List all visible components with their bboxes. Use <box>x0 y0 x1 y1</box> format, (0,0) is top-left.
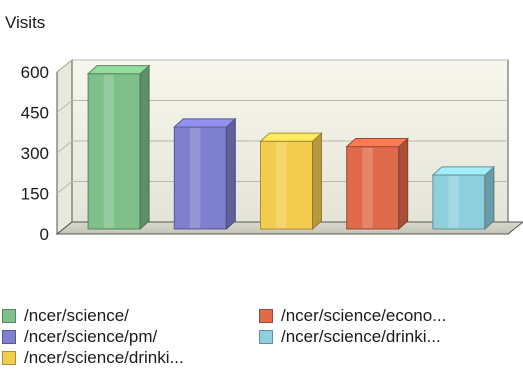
y-axis-label: Visits <box>5 13 45 32</box>
legend-swatch <box>2 309 16 323</box>
legend-swatch <box>2 351 16 365</box>
legend-swatch <box>2 330 16 344</box>
legend-item: /ncer/science/pm/ <box>2 327 157 347</box>
bar <box>345 137 410 231</box>
legend-label: /ncer/science/econo... <box>281 306 447 325</box>
legend-item: /ncer/science/drinki... <box>259 327 441 347</box>
legend-item: /ncer/science/ <box>2 306 129 326</box>
y-tick-label: 450 <box>21 104 49 123</box>
legend-item: /ncer/science/econo... <box>259 306 446 326</box>
bar <box>86 64 151 231</box>
legend-item: /ncer/science/drinki... <box>2 348 184 368</box>
gridline <box>56 59 508 73</box>
y-tick-label: 600 <box>21 63 49 82</box>
bar <box>259 132 323 231</box>
gridline <box>56 100 508 113</box>
legend-swatch <box>259 330 273 344</box>
legend-label: /ncer/science/ <box>24 306 129 325</box>
legend-swatch <box>259 309 273 323</box>
bar <box>431 165 496 231</box>
legend-label: /ncer/science/pm/ <box>24 327 158 346</box>
y-tick-label: 150 <box>21 185 49 204</box>
y-tick-label: 0 <box>40 225 49 244</box>
y-tick-label: 300 <box>21 144 49 163</box>
bar <box>172 117 237 231</box>
legend-label: /ncer/science/drinki... <box>24 348 184 367</box>
legend-label: /ncer/science/drinki... <box>281 327 441 346</box>
